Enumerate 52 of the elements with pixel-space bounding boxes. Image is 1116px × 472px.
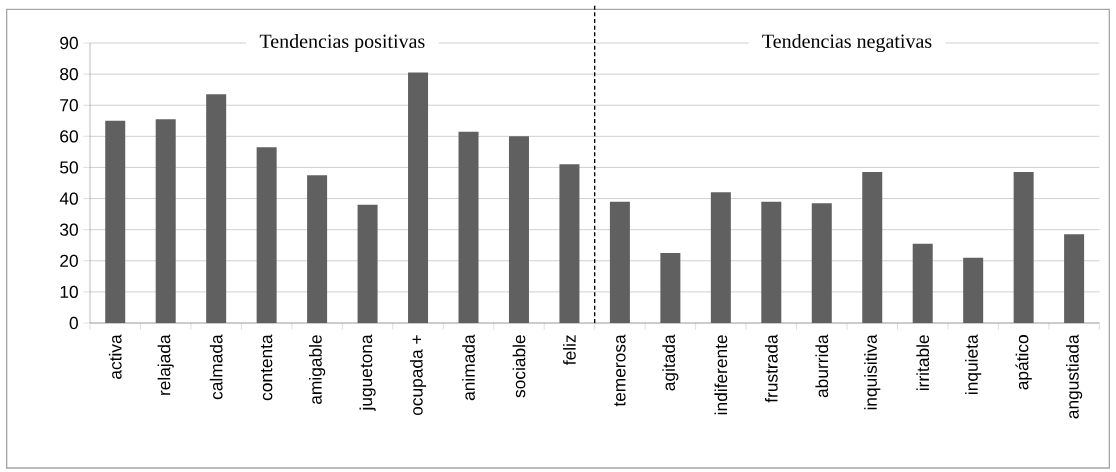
x-tick-label: amigable	[309, 335, 326, 404]
x-tick-label: ocupada +	[409, 335, 427, 416]
x-tick-label: apático	[1015, 335, 1032, 390]
y-tick-label: 90	[60, 36, 78, 50]
x-tick-label: sociable	[512, 335, 526, 398]
x-tick-label: inquisitiva	[864, 334, 881, 410]
bar	[458, 131, 479, 323]
x-tick-label: agitada	[662, 334, 679, 391]
y-tick-label: 10	[60, 285, 78, 299]
bar	[660, 253, 681, 323]
x-tick-label: animada	[462, 334, 475, 401]
x-tick-label: juguetona	[359, 334, 376, 411]
x-tick-label: activa	[108, 334, 122, 379]
bar	[862, 172, 883, 323]
bar	[408, 72, 429, 323]
x-tick-label: calmada	[209, 334, 223, 400]
bar	[1013, 172, 1034, 323]
bar	[912, 243, 933, 323]
bar	[761, 201, 782, 323]
x-tick-label: temerosa	[614, 334, 626, 407]
y-tick-label: 0	[69, 316, 78, 330]
y-tick-label: 30	[60, 223, 78, 236]
y-tick-label: 40	[59, 192, 78, 205]
bar	[206, 94, 227, 323]
y-tick-label: 70	[60, 99, 78, 112]
bar	[811, 203, 832, 323]
bar	[609, 201, 630, 323]
bar	[710, 192, 731, 323]
x-tick-label: angustiada	[1066, 334, 1083, 419]
bar	[105, 120, 126, 323]
y-tick-label: 80	[60, 67, 78, 81]
bar	[963, 257, 984, 323]
x-tick-label: relajada	[157, 334, 174, 395]
y-tick-label: 50	[60, 161, 78, 174]
x-tick-label: aburrida	[815, 334, 829, 398]
x-tick-label: inquieta	[965, 334, 982, 394]
bar	[155, 119, 176, 323]
x-tick-label: irritable	[916, 335, 930, 391]
bar	[1064, 234, 1085, 323]
y-tick-label: 20	[60, 254, 78, 267]
bar	[256, 147, 277, 323]
y-tick-label: 60	[60, 130, 78, 143]
bar	[357, 204, 378, 323]
annotation: Tendencias negativas	[762, 33, 932, 53]
x-tick-label: feliz	[563, 335, 576, 365]
bar	[508, 136, 529, 323]
annotation: Tendencias positivas	[259, 33, 425, 53]
bar	[559, 164, 580, 323]
x-tick-label: contenta	[260, 334, 273, 401]
x-tick-label: frustrada	[764, 334, 778, 403]
bar	[307, 175, 328, 323]
x-tick-label: indiferente	[714, 335, 728, 415]
